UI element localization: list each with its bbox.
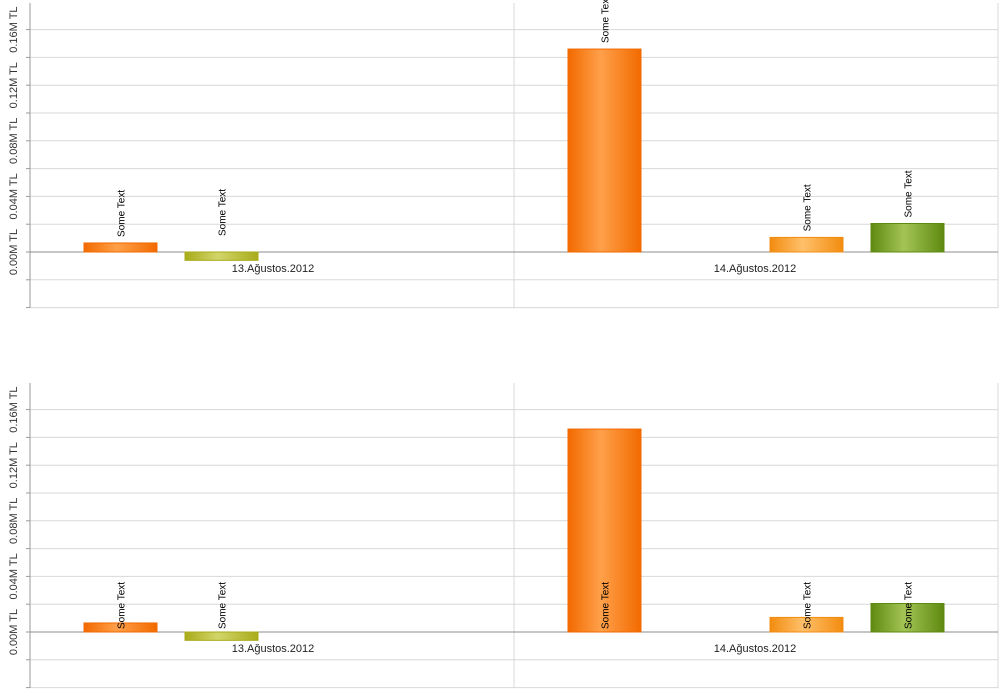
top-y-tick-label: 0.16M TL [8,6,20,52]
top-bar-amber [769,236,844,253]
top-y-tick-label: 0.08M TL [8,118,20,164]
chart-top-svg: 0.00M TL 0.04M TL 0.08M TL 0.12M TL 0.16M TL… [8,0,999,309]
bottom-y-tick-label: 0.16M TL [8,386,20,432]
bottom-bar-label: Some Text [117,582,128,629]
top-category-label: 14.Ağustos.2012 [714,263,797,275]
bottom-bar-label: Some Text [803,582,814,629]
chart-top: 0.00M TL 0.04M TL 0.08M TL 0.12M TL 0.16M TL… [0,0,1005,320]
bottom-category-label: 14.Ağustos.2012 [714,643,797,655]
bottom-bar-orange [83,622,158,633]
bottom-y-tick-label: 0.12M TL [8,442,20,488]
chart-bottom: 0.00M TL 0.04M TL 0.08M TL 0.12M TL 0.16M TL… [0,380,1005,700]
bottom-bar-label: Some Text [218,582,229,629]
bottom-bar-label: Some Text [601,582,612,629]
top-bar-label: Some Text [117,190,128,237]
chart-bottom-svg: 0.00M TL 0.04M TL 0.08M TL 0.12M TL 0.16M TL… [8,383,999,689]
bottom-y-tick-label: 0.00M TL [8,609,20,655]
bottom-bar-amber [769,616,844,633]
top-bar-olive [184,251,259,261]
top-bar-green [870,223,945,253]
bottom-bar-orange [567,428,642,633]
top-y-tick-label: 0.00M TL [8,229,20,275]
top-y-tick-label: 0.04M TL [8,173,20,219]
top-category-label: 13.Ağustos.2012 [232,263,315,275]
bottom-category-label: 13.Ağustos.2012 [232,643,315,655]
bottom-y-tick-label: 0.04M TL [8,553,20,599]
top-bar-label: Some Text [601,0,612,43]
top-y-tick-label: 0.12M TL [8,62,20,108]
bottom-bar-green [870,603,945,633]
top-bar-orange [567,48,642,253]
top-bar-label: Some Text [904,170,915,217]
top-bar-orange [83,242,158,253]
top-bar-label: Some Text [218,189,229,236]
bottom-bar-olive [184,631,259,641]
bottom-y-tick-label: 0.08M TL [8,498,20,544]
bottom-bar-label: Some Text [904,582,915,629]
top-bar-label: Some Text [803,184,814,231]
